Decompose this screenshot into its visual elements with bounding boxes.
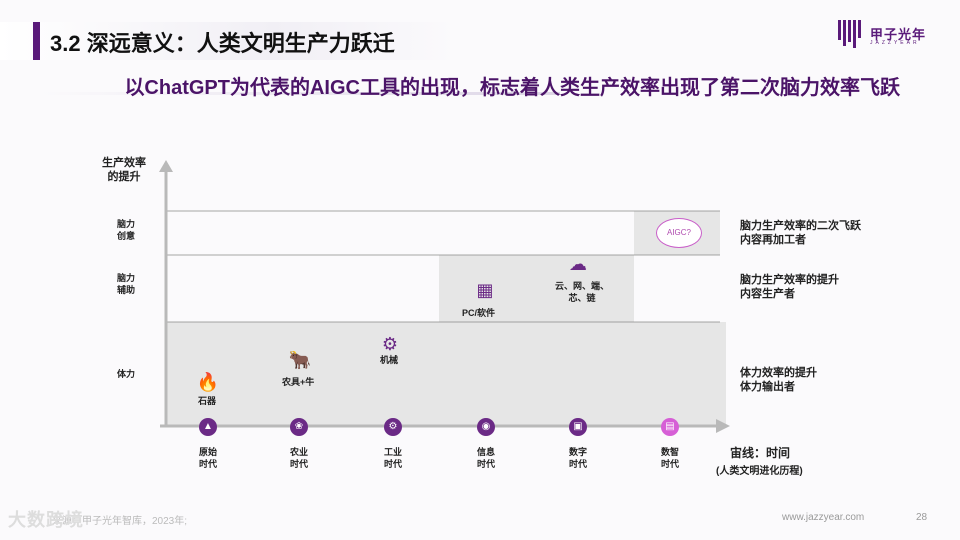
jazzyear-logo-icon <box>838 20 861 48</box>
era-line1: 数字 <box>568 447 587 457</box>
era-line2: 时代 <box>198 459 217 469</box>
era-icon-primitive: ▲ <box>199 418 217 436</box>
era-label-primitive: 原始 时代 <box>183 446 233 470</box>
y-axis-arrow <box>159 160 173 172</box>
subtitle-underline <box>40 92 560 95</box>
shade-physical <box>166 322 726 426</box>
cloud-upload-icon: ☁ <box>569 254 587 274</box>
y-axis-title-line2: 的提升 <box>107 171 141 183</box>
page-number: 28 <box>916 512 928 523</box>
right-label-physical: 体力效率的提升 体力输出者 <box>740 366 817 394</box>
y-axis-title: 生产效率 的提升 <box>84 156 164 184</box>
right-label-line1: 脑力生产效率的二次飞跃 <box>740 220 861 232</box>
level-label-line1: 脑力 <box>116 219 135 229</box>
tool-label-farm: 农具+牛 <box>282 377 315 387</box>
right-label-line1: 脑力生产效率的提升 <box>740 274 839 286</box>
title-accent <box>33 22 40 60</box>
level-label-assist: 脑力 辅助 <box>96 272 156 296</box>
corner-watermark: 大数跨境 <box>8 510 84 530</box>
era-line2: 时代 <box>660 459 679 469</box>
era-line2: 时代 <box>476 459 495 469</box>
right-label-line2: 体力输出者 <box>740 381 795 393</box>
right-label-line2: 内容再加工者 <box>740 234 806 246</box>
x-axis-arrow <box>716 419 730 433</box>
tool-label-cloud-line1: 云、网、端、 <box>555 281 610 291</box>
level-label-line1: 体力 <box>116 369 135 379</box>
right-label-creative: 脑力生产效率的二次飞跃 内容再加工者 <box>740 219 861 247</box>
title-bar <box>0 22 455 60</box>
y-axis-title-line1: 生产效率 <box>102 157 146 169</box>
x-axis-subtitle: (人类文明进化历程) <box>716 466 803 477</box>
source-note: 来源：甲子光年智库，2023年; <box>52 516 188 527</box>
tool-label-pc: PC/软件 <box>462 308 496 318</box>
level-label-line2: 辅助 <box>116 285 135 295</box>
grid-icon: ▦ <box>476 280 494 300</box>
era-line1: 原始 <box>198 447 217 457</box>
fire-icon: 🔥 <box>196 372 220 392</box>
era-label-industrial: 工业 时代 <box>368 446 418 470</box>
page-subtitle: 以ChatGPT为代表的AIGC工具的出现，标志着人类生产效率出现了第二次脑力效… <box>124 77 900 99</box>
logo-subtext: JAZZYEAR <box>870 40 920 46</box>
era-line1: 农业 <box>289 447 308 457</box>
tool-label-machine: 机械 <box>380 355 399 365</box>
era-line2: 时代 <box>383 459 402 469</box>
era-icon-digital: ▣ <box>569 418 587 436</box>
shade-assist <box>439 255 634 322</box>
era-icon-information: ◉ <box>477 418 495 436</box>
era-label-agriculture: 农业 时代 <box>274 446 324 470</box>
era-line1: 数智 <box>660 447 679 457</box>
right-label-assist: 脑力生产效率的提升 内容生产者 <box>740 273 839 301</box>
era-label-digital: 数字 时代 <box>553 446 603 470</box>
tool-label-cloud-line2: 芯、链 <box>568 293 596 303</box>
era-icon-agriculture: ❀ <box>290 418 308 436</box>
era-label-information: 信息 时代 <box>461 446 511 470</box>
right-label-line2: 内容生产者 <box>740 288 795 300</box>
gear-icon: ⚙ <box>381 334 399 354</box>
right-label-line1: 体力效率的提升 <box>740 367 817 379</box>
level-label-line1: 脑力 <box>116 273 135 283</box>
page-title: 3.2 深远意义：人类文明生产力跃迁 <box>50 31 395 56</box>
level-label-physical: 体力 <box>96 368 156 380</box>
level-label-line2: 创意 <box>116 231 135 241</box>
era-label-intelligent: 数智 时代 <box>645 446 695 470</box>
era-line2: 时代 <box>568 459 587 469</box>
ox-icon: 🐂 <box>288 350 312 370</box>
era-line1: 工业 <box>383 447 402 457</box>
era-line1: 信息 <box>476 447 495 457</box>
tool-label-cloud: 云、网、端、 芯、链 <box>555 280 609 304</box>
era-line2: 时代 <box>289 459 308 469</box>
level-label-creative: 脑力 创意 <box>96 218 156 242</box>
era-icon-industrial: ⚙ <box>384 418 402 436</box>
era-icon-intelligent: ▤ <box>661 418 679 436</box>
footer-url[interactable]: www.jazzyear.com <box>782 512 865 523</box>
tool-label-stone: 石器 <box>198 396 217 406</box>
aigc-badge: AIGC? <box>656 218 702 248</box>
logo-text: 甲子光年 <box>870 28 927 43</box>
x-axis-title: 宙线：时间 <box>730 446 791 460</box>
